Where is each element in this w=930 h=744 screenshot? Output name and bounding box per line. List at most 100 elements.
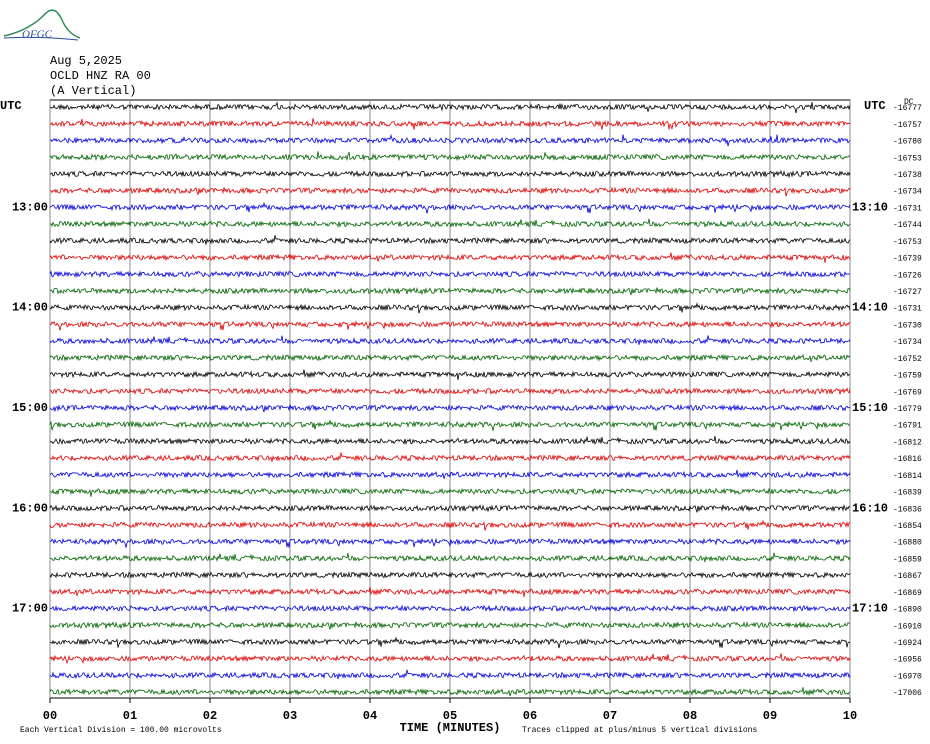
trace xyxy=(49,302,851,314)
trace xyxy=(49,586,851,598)
offset-label: -16880 xyxy=(893,539,922,548)
trace xyxy=(49,387,851,396)
x-tick-label: 03 xyxy=(283,709,297,723)
trace xyxy=(49,151,851,162)
left-time-label: 14:00 xyxy=(12,301,48,315)
offset-label: -16731 xyxy=(893,204,922,213)
logo: OFGC xyxy=(3,9,81,41)
trace xyxy=(49,252,851,263)
offset-label: -16726 xyxy=(893,271,922,280)
trace xyxy=(49,435,851,446)
offset-label: -16867 xyxy=(893,572,922,581)
offset-label: -16757 xyxy=(893,121,922,130)
trace xyxy=(49,537,851,548)
trace xyxy=(49,653,851,665)
x-tick-label: 02 xyxy=(203,709,217,723)
offset-label: -16752 xyxy=(893,355,922,364)
trace xyxy=(49,621,851,630)
scale-note: Each Vertical Division = 100.00 microvol… xyxy=(20,726,222,735)
offset-label: -16924 xyxy=(893,639,922,648)
offset-label: -16869 xyxy=(893,589,922,598)
offset-label: -16739 xyxy=(893,255,922,264)
right-time-label: 17:10 xyxy=(852,602,888,616)
trace xyxy=(49,286,851,296)
trace xyxy=(49,604,851,613)
trace xyxy=(49,369,851,380)
offset-label: -16854 xyxy=(893,522,922,531)
x-tick-label: 04 xyxy=(363,709,377,723)
offset-label: -16816 xyxy=(893,455,922,464)
trace xyxy=(49,452,851,462)
trace xyxy=(49,571,851,579)
offset-label: -16744 xyxy=(893,221,922,230)
trace xyxy=(49,118,851,130)
offset-label: -16734 xyxy=(893,188,922,197)
offset-label: -16731 xyxy=(893,305,922,314)
trace xyxy=(49,133,851,147)
x-tick-label: 06 xyxy=(523,709,537,723)
trace xyxy=(49,469,851,479)
left-axis-label: UTC xyxy=(0,99,22,113)
offset-label: -17006 xyxy=(893,689,922,698)
right-axis-label: UTC xyxy=(864,99,886,113)
x-tick-label: 10 xyxy=(843,709,857,723)
right-time-label: 14:10 xyxy=(852,301,888,315)
right-time-label: 13:10 xyxy=(852,200,888,214)
offset-label: -16910 xyxy=(893,622,922,631)
offset-label: -16791 xyxy=(893,422,922,431)
right-time-label: 15:10 xyxy=(852,401,888,415)
trace xyxy=(49,169,851,179)
offset-label: -16814 xyxy=(893,472,922,481)
trace xyxy=(49,235,851,245)
x-tick-label: 07 xyxy=(603,709,617,723)
offset-label: -16727 xyxy=(893,288,922,297)
trace xyxy=(49,403,851,413)
clip-note: Traces clipped at plus/minus 5 vertical … xyxy=(522,726,757,735)
trace xyxy=(49,353,851,362)
x-tick-label: 09 xyxy=(763,709,777,723)
trace xyxy=(49,186,851,197)
offset-label: -16753 xyxy=(893,154,922,163)
trace xyxy=(49,504,851,513)
date: Aug 5,2025 xyxy=(50,54,122,68)
component: (A Vertical) xyxy=(50,84,136,98)
offset-label: -16890 xyxy=(893,606,922,615)
trace xyxy=(49,101,851,114)
x-axis-label: TIME (MINUTES) xyxy=(400,721,501,735)
offset-label: -16812 xyxy=(893,438,922,447)
offset-header: DC xyxy=(904,98,914,107)
offset-label: -16734 xyxy=(893,338,922,347)
x-tick-label: 08 xyxy=(683,709,697,723)
trace xyxy=(49,218,851,228)
offset-label: -16970 xyxy=(893,672,922,681)
trace xyxy=(49,487,851,497)
trace xyxy=(49,687,851,697)
trace xyxy=(49,419,851,431)
trace xyxy=(49,669,851,680)
x-tick-label: 05 xyxy=(443,709,457,723)
left-time-label: 13:00 xyxy=(12,200,48,214)
trace xyxy=(49,519,851,531)
offset-label: -16738 xyxy=(893,171,922,180)
trace xyxy=(49,201,851,214)
left-time-label: 15:00 xyxy=(12,401,48,415)
left-time-label: 16:00 xyxy=(12,501,48,515)
left-time-label: 17:00 xyxy=(12,602,48,616)
trace xyxy=(49,320,851,331)
offset-label: -16777 xyxy=(893,104,922,113)
trace xyxy=(49,270,851,279)
trace xyxy=(49,636,851,649)
offset-label: -16769 xyxy=(893,388,922,397)
trace xyxy=(49,335,851,345)
x-tick-label: 00 xyxy=(43,709,57,723)
offset-label: -16779 xyxy=(893,405,922,414)
offset-label: -16780 xyxy=(893,138,922,147)
offset-label: -16759 xyxy=(893,372,922,381)
offset-label: -16836 xyxy=(893,505,922,514)
offset-label: -16859 xyxy=(893,555,922,564)
offset-label: -16956 xyxy=(893,656,922,665)
offset-label: -16839 xyxy=(893,489,922,498)
right-time-label: 16:10 xyxy=(852,501,888,515)
offset-label: -16753 xyxy=(893,238,922,247)
x-tick-label: 01 xyxy=(123,709,137,723)
